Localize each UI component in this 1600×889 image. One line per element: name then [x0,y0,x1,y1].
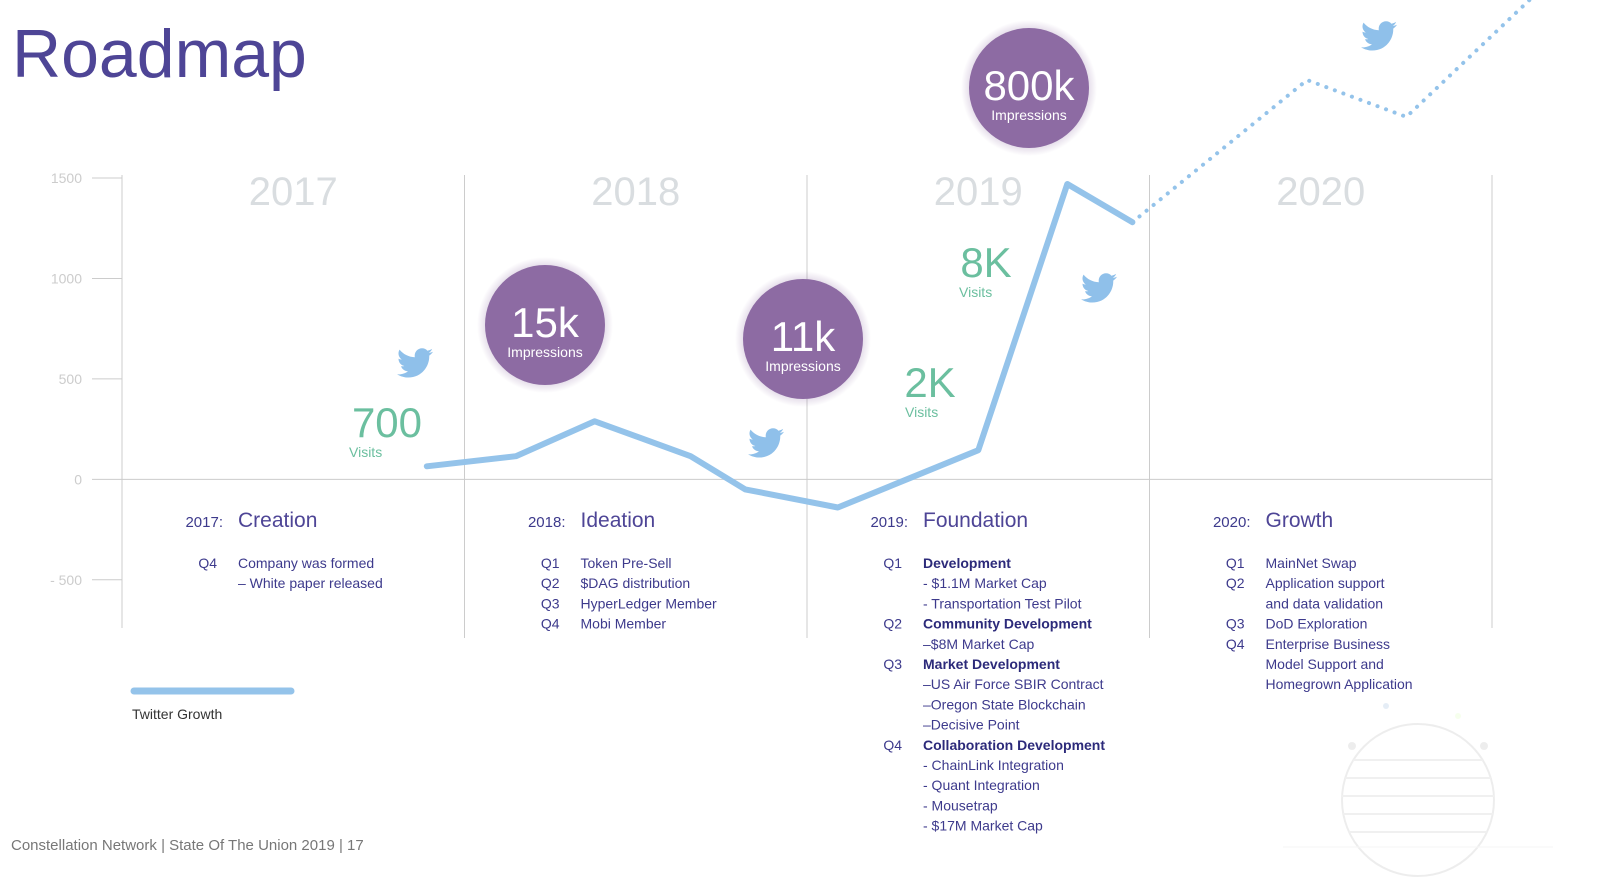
quarter: Q4 [883,737,902,753]
quarter: Q2 [883,616,902,632]
year-tag: 2018: [528,514,566,531]
item: - Mousetrap [923,797,998,813]
item: Community Development [923,616,1092,632]
year-label: 2020 [1276,170,1365,214]
column-heading: Growth [1266,509,1334,532]
quarter: Q2 [1226,575,1245,591]
twitter-icon [748,428,784,458]
year-label: 2019 [934,170,1023,214]
series-line [423,181,1136,511]
year-label: 2017 [249,170,338,214]
quarter: Q1 [1226,555,1245,571]
column-heading: Foundation [923,509,1028,532]
bubble [969,28,1089,148]
item: Mobi Member [581,616,667,632]
item: - Quant Integration [923,777,1040,793]
bubble-value: 800k [983,62,1075,109]
column-heading: Ideation [581,509,656,532]
item: Application support [1266,575,1385,591]
y-tick-label: 500 [59,371,83,387]
item: - ChainLink Integration [923,757,1064,773]
item: Company was formed [238,555,374,571]
quarter: Q4 [198,555,217,571]
item: Market Development [923,656,1060,672]
twitter-icon [397,348,433,378]
y-tick-label: 1500 [51,170,82,186]
year-tag: 2020: [1213,514,1251,531]
year-tag: 2019: [870,514,908,531]
bubble-value: 11k [771,313,837,360]
visits-label: Visits [959,284,992,300]
visits-value: 700 [352,399,422,446]
item: –Oregon State Blockchain [923,696,1086,712]
column-heading: Creation [238,509,317,532]
year-label: 2018 [591,170,680,214]
item: – White paper released [238,575,383,591]
slide-title: Roadmap [12,16,307,92]
decoration [1283,703,1553,877]
twitter-icon [1361,21,1397,51]
bubble [743,279,863,399]
bubble-label: Impressions [765,358,840,374]
item: Token Pre-Sell [581,555,672,571]
bubble-label: Impressions [507,344,582,360]
quarter: Q4 [1226,636,1245,652]
visits-value: 2K [904,359,955,406]
y-tick-label: - 500 [50,572,82,588]
item: Homegrown Application [1266,676,1413,692]
quarter: Q1 [883,555,902,571]
quarter: Q3 [1226,616,1245,632]
quarter: Q4 [541,616,560,632]
quarter: Q3 [541,595,560,611]
y-tick-label: 0 [74,471,82,487]
item: - $17M Market Cap [923,818,1043,834]
quarter: Q1 [541,555,560,571]
item: - Transportation Test Pilot [923,595,1082,611]
item: DoD Exploration [1266,616,1368,632]
item: MainNet Swap [1266,555,1357,571]
item: –Decisive Point [923,717,1020,733]
item: HyperLedger Member [581,595,718,611]
bubble-label: Impressions [991,107,1066,123]
visits-label: Visits [905,404,938,420]
item: –$8M Market Cap [923,636,1034,652]
visits-value: 8K [960,239,1011,286]
year-tag: 2017: [185,514,223,531]
quarter: Q3 [883,656,902,672]
item: Model Support and [1266,656,1384,672]
item: –US Air Force SBIR Contract [923,676,1104,692]
item: $DAG distribution [581,575,691,591]
item: Enterprise Business [1266,636,1391,652]
twitter-icon [1081,273,1117,303]
footer: Constellation Network | State Of The Uni… [11,837,364,854]
y-tick-label: 1000 [51,270,82,286]
item: and data validation [1266,595,1384,611]
bubble-value: 15k [511,299,580,346]
item: Collaboration Development [923,737,1105,753]
item: Development [923,555,1011,571]
visits-label: Visits [349,444,382,460]
bubble [485,265,605,385]
item: - $1.1M Market Cap [923,575,1047,591]
legend-label: Twitter Growth [132,706,222,722]
quarter: Q2 [541,575,560,591]
